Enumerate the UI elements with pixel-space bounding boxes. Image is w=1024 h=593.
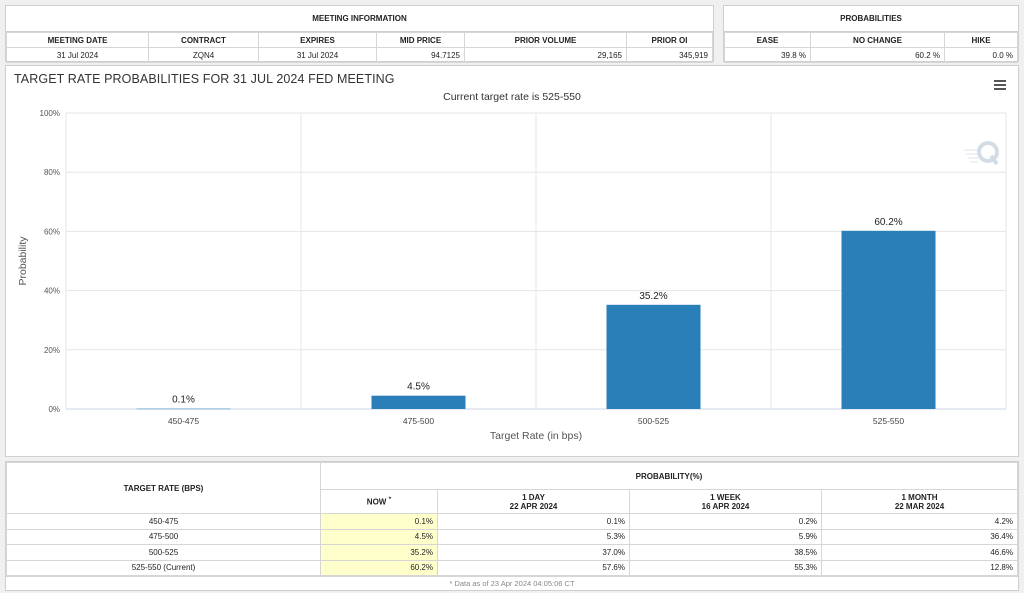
- probabilities-panel: PROBABILITIES EASE NO CHANGE HIKE 39.8 %…: [723, 5, 1019, 63]
- bar-475-500[interactable]: [371, 395, 466, 409]
- meeting-information-title: MEETING INFORMATION: [6, 6, 713, 32]
- probability-history-table: TARGET RATE (BPS) PROBABILITY(%) NOW * 1…: [6, 462, 1018, 576]
- probability-history-panel: TARGET RATE (BPS) PROBABILITY(%) NOW * 1…: [5, 461, 1019, 591]
- data-label: 35.2%: [639, 291, 667, 302]
- header-no-change: NO CHANGE: [810, 32, 945, 48]
- month-cell: 36.4%: [821, 528, 1018, 545]
- hike-value: 0.0 %: [944, 47, 1018, 63]
- probabilities-table: EASE NO CHANGE HIKE 39.8 % 60.2 % 0.0 %: [724, 32, 1018, 63]
- now-cell: 60.2%: [320, 559, 438, 576]
- chart-title: TARGET RATE PROBABILITIES FOR 31 JUL 202…: [14, 72, 395, 86]
- header-ease: EASE: [724, 32, 811, 48]
- rate-cell: 450-475: [6, 513, 321, 530]
- header-now: NOW *: [320, 489, 438, 514]
- rate-cell: 500-525: [6, 544, 321, 561]
- now-cell: 35.2%: [320, 544, 438, 561]
- x-axis-title: Target Rate (in bps): [490, 430, 582, 442]
- y-tick-label: 60%: [44, 227, 60, 236]
- now-footnote-marker: *: [388, 496, 392, 504]
- header-1-month: 1 MONTH 22 MAR 2024: [821, 489, 1018, 514]
- bar-525-550[interactable]: [841, 230, 936, 409]
- rate-cell: 525-550 (Current): [6, 559, 321, 576]
- month-cell: 4.2%: [821, 513, 1018, 530]
- meeting-information-table: MEETING DATE CONTRACT EXPIRES MID PRICE …: [6, 32, 713, 63]
- day-cell: 37.0%: [437, 544, 630, 561]
- meeting-date-value: 31 Jul 2024: [6, 47, 149, 63]
- contract-value: ZQN4: [148, 47, 259, 63]
- day-cell: 57.6%: [437, 559, 630, 576]
- week-cell: 38.5%: [629, 544, 822, 561]
- table-row: 475-500 4.5% 5.3% 5.9% 36.4%: [6, 528, 1018, 545]
- q-watermark-icon: [964, 141, 999, 166]
- data-label: 4.5%: [407, 382, 430, 393]
- y-tick-label: 100%: [40, 109, 60, 118]
- meeting-information-panel: MEETING INFORMATION MEETING DATE CONTRAC…: [5, 5, 714, 63]
- week-cell: 0.2%: [629, 513, 822, 530]
- y-tick-label: 20%: [44, 346, 60, 355]
- prior-oi-value: 345,919: [626, 47, 713, 63]
- data-timestamp-footnote: * Data as of 23 Apr 2024 04:05:06 CT: [6, 576, 1018, 590]
- day-cell: 0.1%: [437, 513, 630, 530]
- header-expires: EXPIRES: [258, 32, 377, 48]
- y-axis-title: Probability: [17, 236, 29, 286]
- month-cell: 46.6%: [821, 544, 1018, 561]
- x-tick-label: 475-500: [403, 416, 434, 426]
- probability-bar-chart: 0% 20% 40% 60% 80% 100% 0.1% 450-475 4.5% 475-500…: [17, 109, 1007, 442]
- x-tick-label: 500-525: [638, 416, 669, 426]
- table-row: 525-550 (Current) 60.2% 57.6% 55.3% 12.8…: [6, 559, 1018, 576]
- data-label: 60.2%: [874, 217, 902, 228]
- ease-value: 39.8 %: [724, 47, 811, 63]
- header-mid-price: MID PRICE: [376, 32, 465, 48]
- bar-500-525[interactable]: [606, 304, 701, 409]
- rate-cell: 475-500: [6, 528, 321, 545]
- month-cell: 12.8%: [821, 559, 1018, 576]
- chart-grid: [65, 112, 1007, 410]
- week-cell: 55.3%: [629, 559, 822, 576]
- no-change-value: 60.2 %: [810, 47, 945, 63]
- x-tick-label: 525-550: [873, 416, 904, 426]
- now-cell: 4.5%: [320, 528, 438, 545]
- day-cell: 5.3%: [437, 528, 630, 545]
- header-prior-volume: PRIOR VOLUME: [464, 32, 627, 48]
- chart-panel: 0% 20% 40% 60% 80% 100% 0.1% 450-475 4.5% 475-500…: [5, 65, 1019, 457]
- header-target-rate: TARGET RATE (BPS): [6, 462, 321, 514]
- header-contract: CONTRACT: [148, 32, 259, 48]
- table-row: 500-525 35.2% 37.0% 38.5% 46.6%: [6, 544, 1018, 561]
- header-1-day: 1 DAY 22 APR 2024: [437, 489, 630, 514]
- data-label: 0.1%: [172, 395, 195, 406]
- probabilities-title: PROBABILITIES: [724, 6, 1018, 32]
- header-probability-group: PROBABILITY(%): [320, 462, 1018, 490]
- header-meeting-date: MEETING DATE: [6, 32, 149, 48]
- y-tick-label: 0%: [48, 405, 60, 414]
- mid-price-value: 94.7125: [376, 47, 465, 63]
- expires-value: 31 Jul 2024: [258, 47, 377, 63]
- header-1-week: 1 WEEK 16 APR 2024: [629, 489, 822, 514]
- hamburger-menu-icon[interactable]: [994, 80, 1006, 90]
- header-hike: HIKE: [944, 32, 1018, 48]
- chart-bars: [136, 230, 936, 410]
- table-row: 450-475 0.1% 0.1% 0.2% 4.2%: [6, 513, 1018, 530]
- week-cell: 5.9%: [629, 528, 822, 545]
- y-tick-label: 40%: [44, 287, 60, 296]
- now-cell: 0.1%: [320, 513, 438, 530]
- bar-450-475[interactable]: [136, 408, 231, 410]
- chart-labels: 0% 20% 40% 60% 80% 100% 0.1% 450-475 4.5% 475-500…: [17, 109, 904, 442]
- header-prior-oi: PRIOR OI: [626, 32, 713, 48]
- prior-volume-value: 29,165: [464, 47, 627, 63]
- chart-subtitle: Current target rate is 525-550: [443, 91, 581, 103]
- y-tick-label: 80%: [44, 168, 60, 177]
- x-tick-label: 450-475: [168, 416, 199, 426]
